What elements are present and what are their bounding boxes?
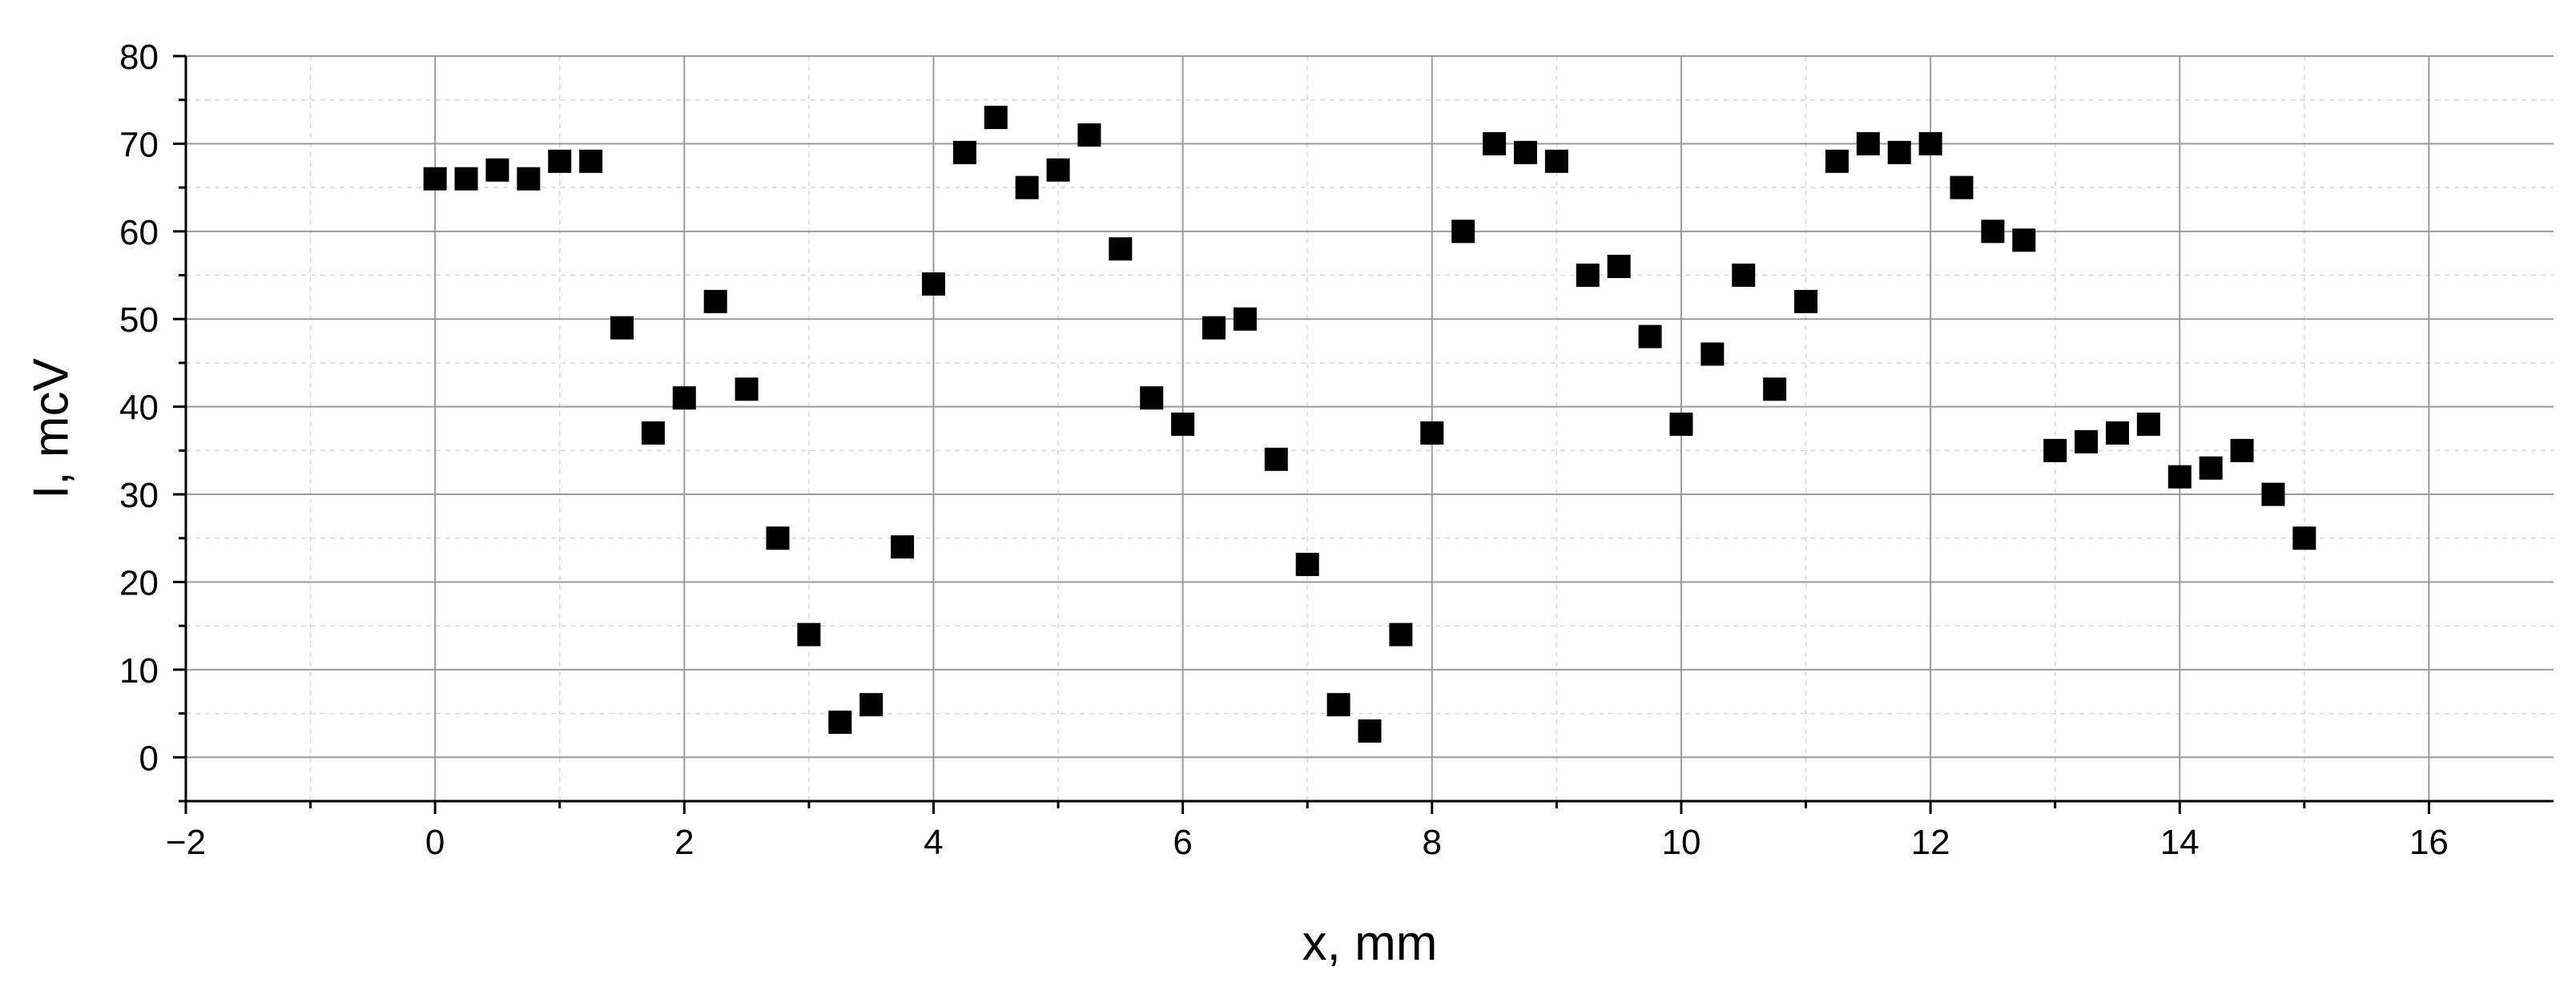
- data-point: [1046, 158, 1070, 182]
- x-axis-title: x, mm: [1302, 916, 1438, 971]
- data-point: [1451, 220, 1475, 244]
- data-point: [2012, 228, 2036, 252]
- data-point: [984, 106, 1008, 130]
- y-tick-label: 20: [119, 563, 159, 602]
- data-point: [2292, 526, 2316, 550]
- y-axis-title: I, mcV: [23, 358, 78, 499]
- data-point: [672, 386, 696, 410]
- data-point: [2199, 456, 2223, 480]
- data-point: [1763, 377, 1787, 401]
- data-point: [1295, 553, 1319, 577]
- data-point: [1794, 289, 1818, 313]
- data-point: [1483, 131, 1507, 155]
- y-tick-label: 50: [119, 300, 159, 340]
- data-point: [1513, 140, 1537, 164]
- y-tick-label: 10: [119, 651, 159, 691]
- data-point: [1202, 316, 1226, 340]
- data-point: [1607, 255, 1631, 279]
- data-point: [423, 167, 447, 191]
- x-tick-label: 10: [1661, 823, 1701, 862]
- data-point: [703, 289, 727, 313]
- y-tick-label: 30: [119, 476, 159, 515]
- data-point: [1171, 413, 1195, 437]
- data-point: [1389, 622, 1413, 647]
- data-point: [548, 149, 572, 173]
- data-point: [1887, 140, 1911, 164]
- y-tick-label: 0: [139, 739, 159, 778]
- x-tick-label: 14: [2160, 823, 2200, 862]
- data-point: [579, 149, 603, 173]
- data-point: [828, 711, 852, 735]
- data-point: [2136, 413, 2160, 437]
- ticks: −2 0 2 4 6 8 10 12 14 16 0 10 20 30 40 50 60 70 80: [119, 38, 2449, 862]
- data-point: [952, 140, 976, 164]
- data-point: [891, 535, 915, 559]
- data-point: [1981, 220, 2005, 244]
- y-tick-label: 60: [119, 213, 159, 252]
- data-point: [2167, 465, 2192, 489]
- x-tick-label: 12: [1911, 823, 1950, 862]
- data-point: [735, 377, 759, 401]
- x-tick-label: 4: [924, 823, 943, 862]
- data-point: [1233, 307, 1257, 331]
- data-point: [610, 316, 634, 340]
- axes: [184, 56, 2554, 803]
- data-point: [1109, 237, 1133, 261]
- data-point: [1701, 342, 1725, 366]
- data-point: [1732, 264, 1756, 288]
- x-tick-label: 2: [674, 823, 694, 862]
- data-point: [1825, 149, 1849, 173]
- data-point: [1140, 386, 1164, 410]
- data-point: [454, 167, 478, 191]
- data-point: [1856, 131, 1880, 155]
- data-points: [423, 106, 2316, 743]
- data-point: [766, 526, 790, 550]
- data-point: [1420, 421, 1444, 445]
- data-point: [1950, 175, 1974, 199]
- data-point: [1326, 693, 1350, 717]
- x-tick-label: 6: [1173, 823, 1192, 862]
- x-tick-label: 0: [425, 823, 445, 862]
- data-point: [2105, 421, 2129, 445]
- y-tick-label: 40: [119, 389, 159, 428]
- data-point: [1544, 149, 1568, 173]
- data-point: [1015, 175, 1039, 199]
- data-point: [1669, 413, 1693, 437]
- data-point: [641, 421, 665, 445]
- data-point: [1358, 719, 1382, 743]
- data-point: [2261, 482, 2285, 506]
- data-point: [517, 167, 541, 191]
- data-point: [2075, 429, 2099, 453]
- data-point: [797, 622, 821, 647]
- x-tick-label: −2: [166, 823, 206, 862]
- data-point: [859, 693, 883, 717]
- data-point: [2043, 438, 2067, 462]
- data-point: [1638, 324, 1662, 348]
- y-tick-label: 80: [119, 38, 159, 77]
- x-tick-label: 16: [2409, 823, 2449, 862]
- data-point: [921, 272, 945, 296]
- data-point: [2230, 438, 2254, 462]
- data-point: [1576, 264, 1600, 288]
- x-tick-label: 8: [1423, 823, 1442, 862]
- data-point: [485, 158, 509, 182]
- y-tick-label: 70: [119, 125, 159, 164]
- data-point: [1264, 447, 1288, 471]
- data-point: [1918, 131, 1942, 155]
- data-point: [1077, 123, 1101, 147]
